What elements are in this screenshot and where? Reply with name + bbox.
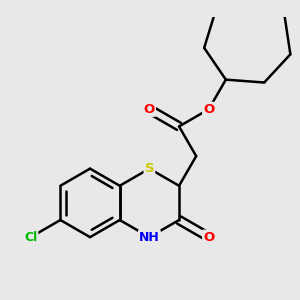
Text: O: O	[144, 103, 155, 116]
Text: O: O	[203, 231, 214, 244]
Text: S: S	[145, 162, 154, 175]
Text: Cl: Cl	[24, 231, 37, 244]
Text: O: O	[203, 103, 214, 116]
Text: NH: NH	[139, 231, 160, 244]
